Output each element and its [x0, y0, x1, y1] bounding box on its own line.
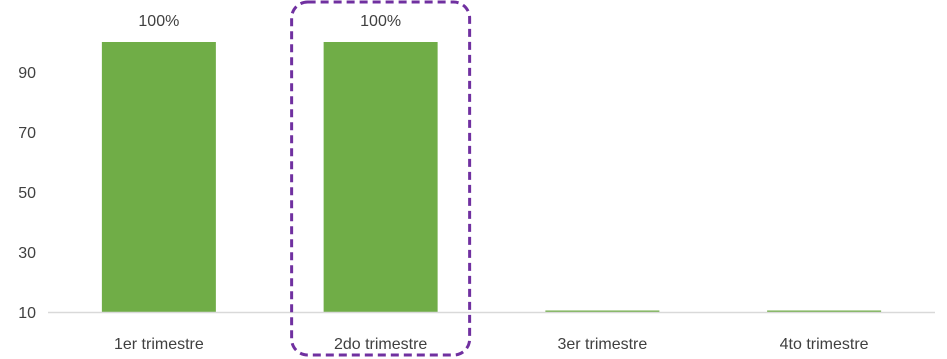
y-tick-label: 90	[18, 65, 36, 82]
data-label: 100%	[138, 13, 179, 30]
bar	[767, 310, 882, 312]
highlight-box	[290, 0, 472, 357]
y-tick-label: 30	[18, 245, 36, 262]
bar	[545, 310, 660, 312]
bars	[101, 42, 882, 312]
y-axis-ticks: 10 30 50 70 90	[18, 65, 36, 322]
y-tick-label: 50	[18, 185, 36, 202]
category-label: 3er trimestre	[557, 336, 647, 353]
bar	[323, 42, 438, 312]
data-labels: 100% 100%	[138, 13, 401, 30]
y-tick-label: 10	[18, 305, 36, 322]
category-label: 4to trimestre	[780, 336, 869, 353]
category-label: 1er trimestre	[114, 336, 204, 353]
data-label: 100%	[360, 13, 401, 30]
bar	[101, 42, 216, 312]
y-tick-label: 70	[18, 125, 36, 142]
category-label: 2do trimestre	[334, 336, 427, 353]
x-axis-categories: 1er trimestre 2do trimestre 3er trimestre 4…	[114, 336, 869, 353]
